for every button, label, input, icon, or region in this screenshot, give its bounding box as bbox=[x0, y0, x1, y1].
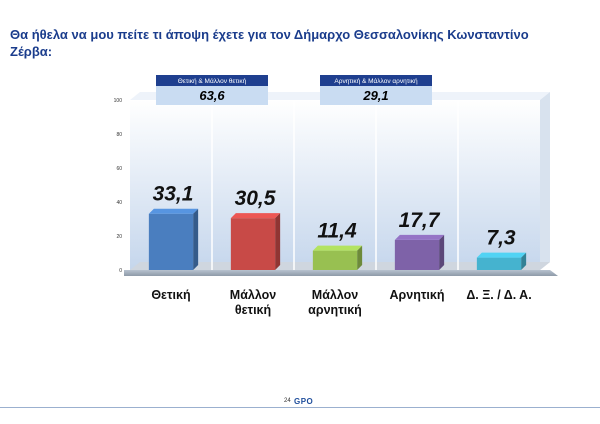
data-label: 33,1 bbox=[153, 183, 194, 206]
category-dividers bbox=[211, 100, 459, 270]
y-tick-label: 80 bbox=[116, 132, 122, 138]
data-label: 11,4 bbox=[317, 220, 357, 243]
summary-label: Θετική & Μάλλον θετική bbox=[178, 77, 247, 85]
bar-top bbox=[148, 208, 199, 214]
data-label: 30,5 bbox=[235, 187, 276, 210]
bar-side bbox=[193, 208, 199, 270]
plot-floor bbox=[124, 270, 558, 276]
category-label: θετική bbox=[235, 303, 271, 317]
category-label: αρνητική bbox=[308, 303, 362, 317]
title-line-1: Θα ήθελα να μου πείτε τι άποψη έχετε για… bbox=[10, 27, 529, 42]
category-label: Αρνητική bbox=[389, 288, 444, 302]
y-tick-label: 0 bbox=[119, 268, 122, 274]
footer-divider bbox=[0, 407, 600, 408]
bar bbox=[312, 250, 358, 270]
summary-label-band bbox=[156, 75, 268, 86]
category-label: Δ. Ξ. / Δ. Α. bbox=[466, 288, 531, 302]
title-line-2: Ζέρβα: bbox=[10, 44, 53, 59]
summary-label: Αρνητική & Μάλλον αρνητική bbox=[334, 77, 418, 85]
y-tick-label: 100 bbox=[114, 98, 123, 104]
bar-side bbox=[357, 245, 363, 270]
plot-side-wall bbox=[540, 92, 550, 270]
value-labels: 33,1 30,5 11,4 17,7 7,3 bbox=[153, 183, 516, 250]
bar bbox=[148, 213, 194, 270]
x-axis-labels: Θετική ΜάλλονθετικήΜάλλοναρνητικήΑρνητική… bbox=[151, 288, 531, 317]
bar-top bbox=[312, 245, 363, 251]
bar bbox=[230, 218, 276, 270]
y-axis: 0 20 40 60 80 100 bbox=[114, 98, 123, 274]
summary-label-band bbox=[320, 75, 432, 86]
bar-side bbox=[275, 213, 281, 270]
page-number: 24 bbox=[284, 398, 291, 404]
category-label: Μάλλον bbox=[312, 288, 358, 302]
y-tick-label: 60 bbox=[116, 166, 122, 172]
summary-boxes: Θετική & Μάλλον θετική 63,6 Αρνητική & Μάλ… bbox=[156, 75, 432, 105]
bar bbox=[476, 257, 522, 270]
bar-top bbox=[230, 213, 281, 219]
summary-value: 63,6 bbox=[199, 88, 225, 103]
gpo-logo: GPO bbox=[294, 397, 314, 406]
bar-side bbox=[521, 252, 527, 270]
summary-value: 29,1 bbox=[362, 88, 388, 103]
bar-top bbox=[476, 252, 527, 258]
slide-title: Θα ήθελα να μου πείτε τι άποψη έχετε για… bbox=[10, 26, 580, 60]
y-tick-label: 20 bbox=[116, 234, 122, 240]
data-label: 17,7 bbox=[399, 209, 441, 232]
bar bbox=[394, 239, 440, 270]
data-label: 7,3 bbox=[486, 227, 516, 250]
bar-side bbox=[439, 234, 445, 270]
bars bbox=[148, 208, 527, 270]
category-label: Θετική bbox=[151, 288, 190, 302]
category-label: Μάλλον bbox=[230, 288, 276, 302]
y-tick-label: 40 bbox=[116, 200, 122, 206]
plot-wall bbox=[130, 100, 540, 270]
bar-top bbox=[394, 234, 445, 240]
